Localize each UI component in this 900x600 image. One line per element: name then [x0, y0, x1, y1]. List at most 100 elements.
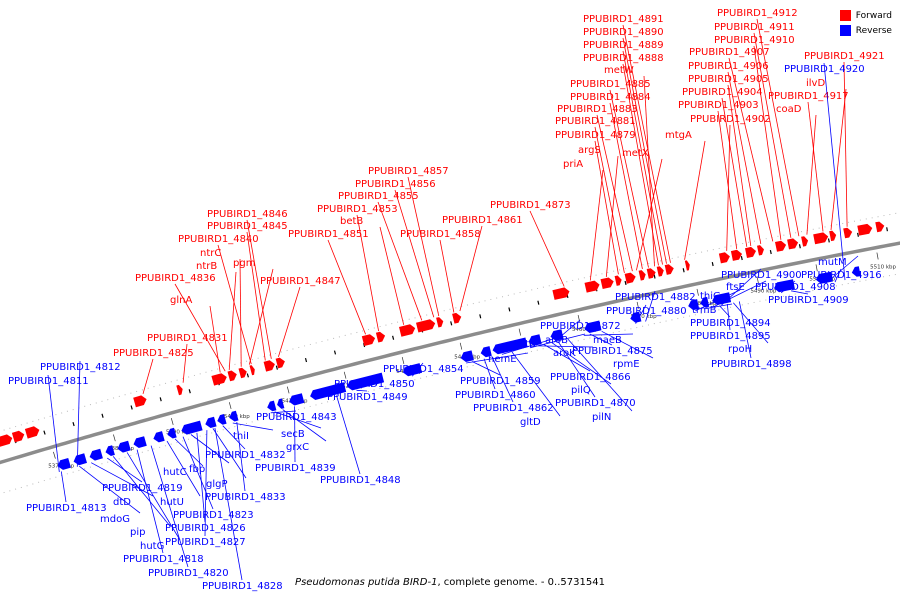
forward-gene [552, 287, 570, 300]
gene-leader-line [501, 337, 557, 355]
scale-tick [113, 434, 116, 442]
gene-leader-line [209, 305, 221, 373]
scale-tick [343, 371, 347, 379]
forward-gene-label: metW [604, 65, 634, 76]
track-marker [304, 357, 308, 363]
reverse-gene-label: PPUBIRD1_4818 [123, 554, 204, 565]
reverse-gene [310, 382, 347, 400]
forward-gene-label: PPUBIRD1_4889 [583, 40, 664, 51]
reverse-gene-label: PPUBIRD1_4848 [320, 475, 401, 486]
legend-item-reverse: Reverse [839, 23, 892, 38]
track-marker [101, 413, 104, 418]
forward-gene [584, 280, 600, 293]
reverse-gene-label: PPUBIRD1_4813 [26, 503, 107, 514]
gene-leader-line [394, 189, 435, 318]
gene-leader-line [136, 449, 164, 554]
reverse-gene [117, 440, 131, 453]
forward-gene-label: PPUBIRD1_4846 [207, 209, 288, 220]
gene-leader-line [622, 63, 659, 266]
reverse-gene [153, 431, 165, 443]
reverse-gene-label: pip [130, 527, 145, 538]
gene-leader-line [112, 456, 171, 527]
forward-gene-label: mtgA [665, 130, 692, 141]
gene-leader-line [589, 169, 604, 281]
gene-leader-line [356, 214, 379, 332]
forward-gene-label: PPUBIRD1_4855 [338, 191, 419, 202]
gene-leader-line [459, 225, 483, 312]
reverse-gene-label: PPUBIRD1_4898 [711, 359, 792, 370]
forward-gene-label: pgm [233, 258, 255, 269]
forward-gene-label: PPUBIRD1_4836 [135, 273, 216, 284]
forward-gene-label: PPUBIRD1_4903 [678, 100, 759, 111]
gene-leader-line [471, 361, 501, 376]
reverse-gene-label: thiI [233, 431, 249, 442]
gene-leader-line [274, 411, 322, 429]
scale-tick-label: 5510 kbp [870, 265, 896, 271]
gene-leader-line [713, 280, 767, 308]
forward-gene-label: PPUBIRD1_4883 [557, 104, 638, 115]
reverse-gene-label: PPUBIRD1_4854 [383, 364, 464, 375]
forward-gene-label: PPUBIRD1_4858 [400, 229, 481, 240]
forward-gene-label: PPUBIRD1_4917 [768, 91, 849, 102]
reverse-gene [480, 346, 492, 358]
gene-leader-line [589, 333, 613, 346]
gene-leader-line [142, 358, 154, 395]
track-marker [72, 422, 75, 427]
forward-gene-label: metX [622, 148, 649, 159]
reverse-swatch [839, 25, 851, 36]
scale-tick [876, 252, 879, 260]
forward-gene [875, 221, 885, 233]
forward-gene-label: PPUBIRD1_4912 [717, 8, 798, 19]
gene-leader-line [807, 101, 824, 232]
forward-gene [664, 264, 674, 275]
track-marker [450, 321, 453, 326]
reverse-gene-label: PPUBIRD1_4875 [572, 346, 653, 357]
reverse-gene-label: PPUBIRD1_4909 [768, 295, 849, 306]
gene-leader-line [726, 303, 731, 331]
forward-gene-label: PPUBIRD1_4902 [690, 114, 771, 125]
gene-leader-line [753, 45, 782, 240]
reverse-gene-label: pilN [592, 412, 611, 423]
reverse-gene-label: PPUBIRD1_4828 [202, 581, 283, 592]
forward-gene-label: ntrB [196, 261, 217, 272]
reverse-gene-label: PPUBIRD1_4920 [784, 64, 865, 75]
forward-gene-label: PPUBIRD1_4910 [714, 35, 795, 46]
forward-gene [638, 270, 646, 281]
scale-tick [696, 288, 699, 296]
track-marker [537, 300, 540, 305]
gene-leader-line [439, 239, 455, 313]
reverse-gene-label: PPUBIRD1_4820 [148, 568, 229, 579]
forward-gene [375, 331, 386, 343]
scale-tick-label: 5470 kbp [631, 314, 657, 320]
reverse-gene [492, 337, 528, 355]
gene-leader-line [824, 255, 859, 285]
gene-leader-line [609, 102, 643, 269]
reverse-gene-label: PPUBIRD1_4832 [205, 450, 286, 461]
forward-gene [801, 236, 809, 247]
reverse-gene-label: thiG [700, 291, 721, 302]
gene-leader-line [91, 462, 154, 497]
reverse-gene [229, 410, 239, 422]
forward-gene-label: PPUBIRD1_4831 [147, 333, 228, 344]
gene-leader-line [217, 244, 252, 365]
gene-leader-line [204, 430, 208, 537]
scale-tick-label: 5490 kbp [750, 288, 776, 294]
forward-gene-label: PPUBIRD1_4911 [714, 22, 795, 33]
forward-gene-label: ntrC [200, 248, 221, 259]
gene-leader-line [47, 374, 60, 473]
reverse-gene-label: secB [281, 429, 305, 440]
forward-gene-label: PPUBIRD1_4905 [688, 74, 769, 85]
gene-leader-line [727, 71, 762, 244]
forward-gene-label: PPUBIRD1_4856 [355, 179, 436, 190]
forward-gene [133, 395, 147, 408]
forward-gene [813, 232, 829, 245]
scale-tick [228, 402, 232, 409]
gene-leader-line [543, 344, 591, 372]
forward-gene [646, 268, 656, 279]
reverse-gene [460, 350, 474, 362]
reverse-gene-label: ftsE [726, 282, 745, 293]
gene-leader-line [126, 452, 181, 541]
gene-leader-line [695, 289, 741, 312]
reverse-gene-label: PPUBIRD1_4860 [455, 390, 536, 401]
reverse-gene [277, 398, 285, 409]
